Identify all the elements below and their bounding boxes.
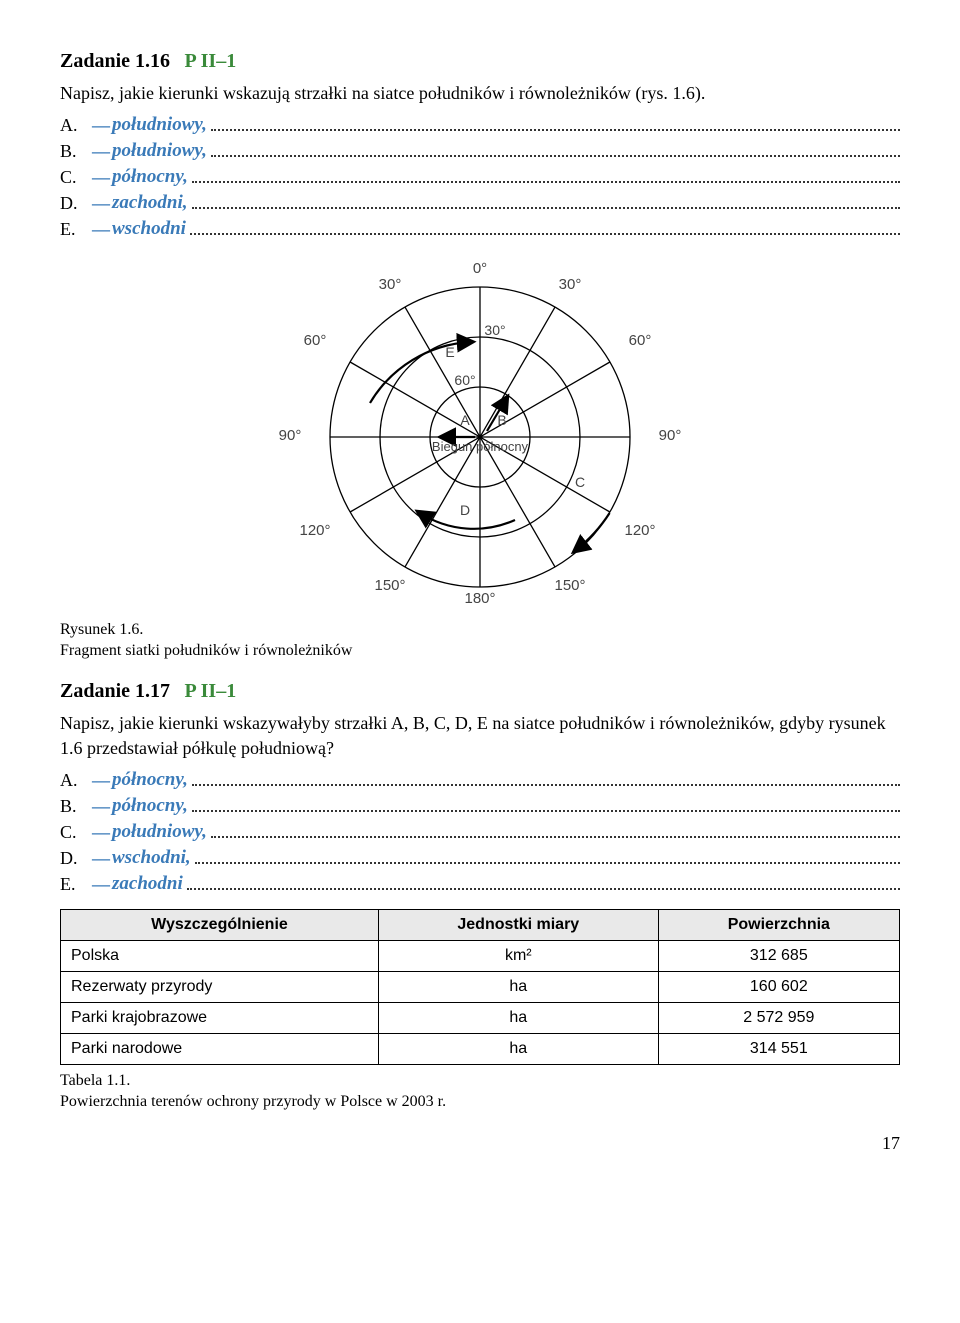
ans-value: wschodni,	[112, 847, 191, 869]
ans-value: południowy,	[112, 821, 207, 843]
ans-label: D.	[60, 193, 92, 214]
deg-label: 60°	[304, 332, 327, 349]
deg-label: 90°	[659, 427, 682, 444]
center-label: Biegun północny	[432, 439, 529, 454]
cell: 2 572 959	[658, 1003, 899, 1034]
ex1-answers: A.—południowy,B.—południowy,C.—północny,…	[60, 114, 900, 240]
table-row: Rezerwaty przyrodyha160 602	[61, 972, 900, 1003]
cell: km²	[378, 941, 658, 972]
ans-label: A.	[60, 115, 92, 136]
col-header: Wyszczególnienie	[61, 910, 379, 941]
cell: Parki krajobrazowe	[61, 1003, 379, 1034]
ans-value: północny,	[112, 795, 188, 817]
cell: 312 685	[658, 941, 899, 972]
ans-value: południowy,	[112, 114, 207, 136]
table-caption: Tabela 1.1. Powierzchnia terenów ochrony…	[60, 1071, 900, 1113]
deg-label: 60°	[629, 332, 652, 349]
ex1-code: P II–1	[185, 50, 237, 72]
ans-value: zachodni	[112, 873, 183, 895]
inner-label: E	[445, 344, 454, 360]
deg-label: 120°	[624, 522, 655, 539]
inner-label: B	[497, 412, 506, 428]
ans-label: D.	[60, 848, 92, 869]
data-table: WyszczególnienieJednostki miaryPowierzch…	[60, 909, 900, 1065]
cell: Parki narodowe	[61, 1034, 379, 1065]
cell: ha	[378, 1034, 658, 1065]
table-row: Parki krajobrazoweha2 572 959	[61, 1003, 900, 1034]
inner-label: C	[575, 474, 585, 490]
inner-label: 60°	[454, 372, 475, 388]
cell: 314 551	[658, 1034, 899, 1065]
cell: ha	[378, 1003, 658, 1034]
ex2-code: P II–1	[185, 680, 237, 702]
ans-label: C.	[60, 822, 92, 843]
ans-value: południowy,	[112, 140, 207, 162]
polar-diagram: 0° 30° 30° 60° 60° 90° 90° 120° 120° 150° 150° 180°…	[60, 255, 900, 620]
fig-caption: Rysunek 1.6. Fragment siatki południków …	[60, 620, 352, 662]
cell: Polska	[61, 941, 379, 972]
deg-label: 30°	[559, 276, 582, 293]
deg-label: 120°	[299, 522, 330, 539]
inner-label: D	[460, 502, 470, 518]
ans-label: B.	[60, 141, 92, 162]
table-caption-l1: Tabela 1.1.	[60, 1072, 130, 1089]
inner-label: A	[460, 412, 470, 428]
ex2-answers: A.—północny,B.—północny,C.—południowy,D.…	[60, 769, 900, 895]
deg-label: 180°	[464, 590, 495, 607]
ans-label: A.	[60, 770, 92, 791]
deg-label: 30°	[379, 276, 402, 293]
ans-value: północny,	[112, 166, 188, 188]
page-number: 17	[60, 1133, 900, 1154]
ans-label: C.	[60, 167, 92, 188]
cell: 160 602	[658, 972, 899, 1003]
col-header: Powierzchnia	[658, 910, 899, 941]
ex2-instr: Napisz, jakie kierunki wskazywałyby strz…	[60, 711, 900, 761]
fig-caption-l1: Rysunek 1.6.	[60, 621, 143, 638]
cell: ha	[378, 972, 658, 1003]
inner-label: 30°	[484, 322, 505, 338]
col-header: Jednostki miary	[378, 910, 658, 941]
table-caption-l2: Powierzchnia terenów ochrony przyrody w …	[60, 1093, 446, 1110]
deg-label: 150°	[374, 577, 405, 594]
ex1-title: Zadanie 1.16	[60, 50, 170, 72]
deg-label: 0°	[473, 260, 487, 277]
ex1-instr: Napisz, jakie kierunki wskazują strzałki…	[60, 81, 900, 106]
table-row: Polskakm²312 685	[61, 941, 900, 972]
ans-label: E.	[60, 874, 92, 895]
deg-label: 90°	[279, 427, 302, 444]
fig-caption-l2: Fragment siatki południków i równoleżnik…	[60, 642, 352, 659]
cell: Rezerwaty przyrody	[61, 972, 379, 1003]
table-row: Parki narodoweha314 551	[61, 1034, 900, 1065]
deg-label: 150°	[554, 577, 585, 594]
ans-value: wschodni	[112, 218, 186, 240]
ans-value: północny,	[112, 769, 188, 791]
ans-label: E.	[60, 219, 92, 240]
ans-value: zachodni,	[112, 192, 188, 214]
ex2-title: Zadanie 1.17	[60, 680, 170, 702]
ans-label: B.	[60, 796, 92, 817]
